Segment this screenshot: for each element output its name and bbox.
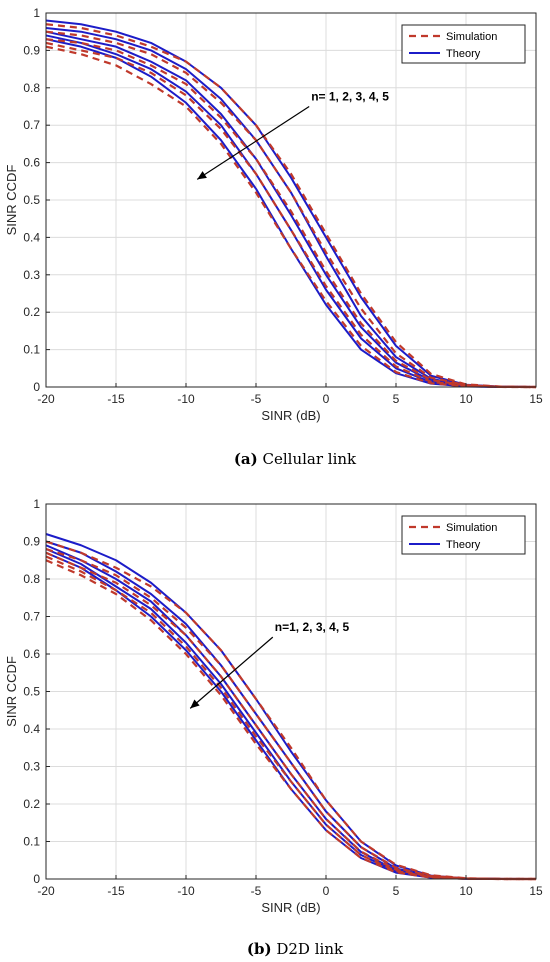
caption-letter-b: (b) — [247, 940, 272, 958]
annotation-arrow-line — [196, 105, 310, 180]
y-tick-label: 0.1 — [23, 835, 40, 849]
annotation-label: n=1, 2, 3, 4, 5 — [275, 620, 350, 634]
caption-d2d: (b) D2D link — [247, 940, 344, 958]
simulation-series-line — [45, 540, 537, 881]
x-tick-label: 0 — [323, 884, 330, 898]
x-tick-label: -15 — [107, 392, 125, 406]
legend-box — [401, 515, 526, 555]
y-tick-label: 0.8 — [23, 81, 40, 95]
y-tick-label: 0.8 — [23, 572, 40, 586]
x-tick-label: -20 — [37, 392, 55, 406]
x-tick-label: 15 — [529, 392, 543, 406]
x-tick-label: -20 — [37, 884, 55, 898]
simulation-series-line — [45, 38, 537, 389]
chart-panel-d2d: -20 -15 -10 -5 0 5 10 15 0 0.1 0.2 0.3 0.4 0.5 0.6 0.7 0… — [4, 497, 543, 915]
caption-text-d2d: D2D link — [272, 940, 344, 958]
simulation-series-line — [45, 559, 536, 881]
y-tick-label: 0.1 — [23, 343, 40, 357]
x-tick-label: -15 — [107, 884, 125, 898]
y-tick-label: 1 — [33, 497, 40, 511]
annotation-label: n= 1, 2, 3, 4, 5 — [311, 90, 389, 104]
legend-theory-label: Theory — [446, 539, 481, 551]
x-axis-label: SINR (dB) — [261, 408, 320, 423]
y-tick-label: 0.2 — [23, 305, 40, 319]
y-axis-label: SINR CCDF — [4, 165, 19, 236]
y-axis-label: SINR CCDF — [4, 656, 19, 727]
x-tick-label: -10 — [177, 884, 195, 898]
y-tick-label: 0.5 — [23, 685, 40, 699]
x-tick-label: -10 — [177, 392, 195, 406]
simulation-series-line — [45, 45, 537, 389]
annotation-arrow-line — [189, 636, 274, 709]
x-tick-label: 5 — [393, 392, 400, 406]
y-tick-label: 0.2 — [23, 797, 40, 811]
y-tick-label: 0.9 — [23, 535, 40, 549]
simulation-series-line — [45, 555, 536, 881]
simulation-series-line — [45, 551, 537, 881]
x-tick-label: -5 — [251, 884, 262, 898]
simulation-series-line — [45, 23, 537, 389]
x-tick-label: 15 — [529, 884, 543, 898]
annotation-arrow-head — [197, 171, 207, 180]
annotation-arrow-head — [190, 699, 200, 709]
legend-simulation-label: Simulation — [446, 522, 497, 534]
caption-text-cellular: Cellular link — [258, 450, 357, 468]
caption-letter-a: (a) — [234, 450, 258, 468]
y-tick-label: 0.7 — [23, 118, 40, 132]
y-tick-label: 0.6 — [23, 647, 40, 661]
y-tick-label: 1 — [33, 6, 40, 20]
y-tick-label: 0 — [33, 380, 40, 394]
x-tick-label: -5 — [251, 392, 262, 406]
caption-cellular: (a) Cellular link — [234, 450, 357, 468]
y-tick-label: 0.4 — [23, 722, 40, 736]
y-tick-label: 0.3 — [23, 268, 40, 282]
x-tick-label: 0 — [323, 392, 330, 406]
y-tick-label: 0.3 — [23, 760, 40, 774]
chart-panel-cellular: -20 -15 -10 -5 0 5 10 15 0 0.1 0.2 0.3 0.4 0.5 0.6 0.7 0… — [4, 6, 543, 423]
y-tick-label: 0.9 — [23, 43, 40, 57]
y-tick-label: 0.6 — [23, 156, 40, 170]
y-tick-label: 0.7 — [23, 610, 40, 624]
x-tick-label: 5 — [393, 884, 400, 898]
y-tick-label: 0.5 — [23, 193, 40, 207]
x-tick-label: 10 — [459, 884, 473, 898]
x-tick-label: 10 — [459, 392, 473, 406]
y-tick-label: 0 — [33, 872, 40, 886]
x-axis-label: SINR (dB) — [261, 900, 320, 915]
legend-simulation-label: Simulation — [446, 31, 497, 43]
legend-theory-label: Theory — [446, 48, 481, 60]
simulation-series-line — [45, 30, 537, 389]
y-tick-label: 0.4 — [23, 230, 40, 244]
legend-box — [401, 24, 526, 64]
